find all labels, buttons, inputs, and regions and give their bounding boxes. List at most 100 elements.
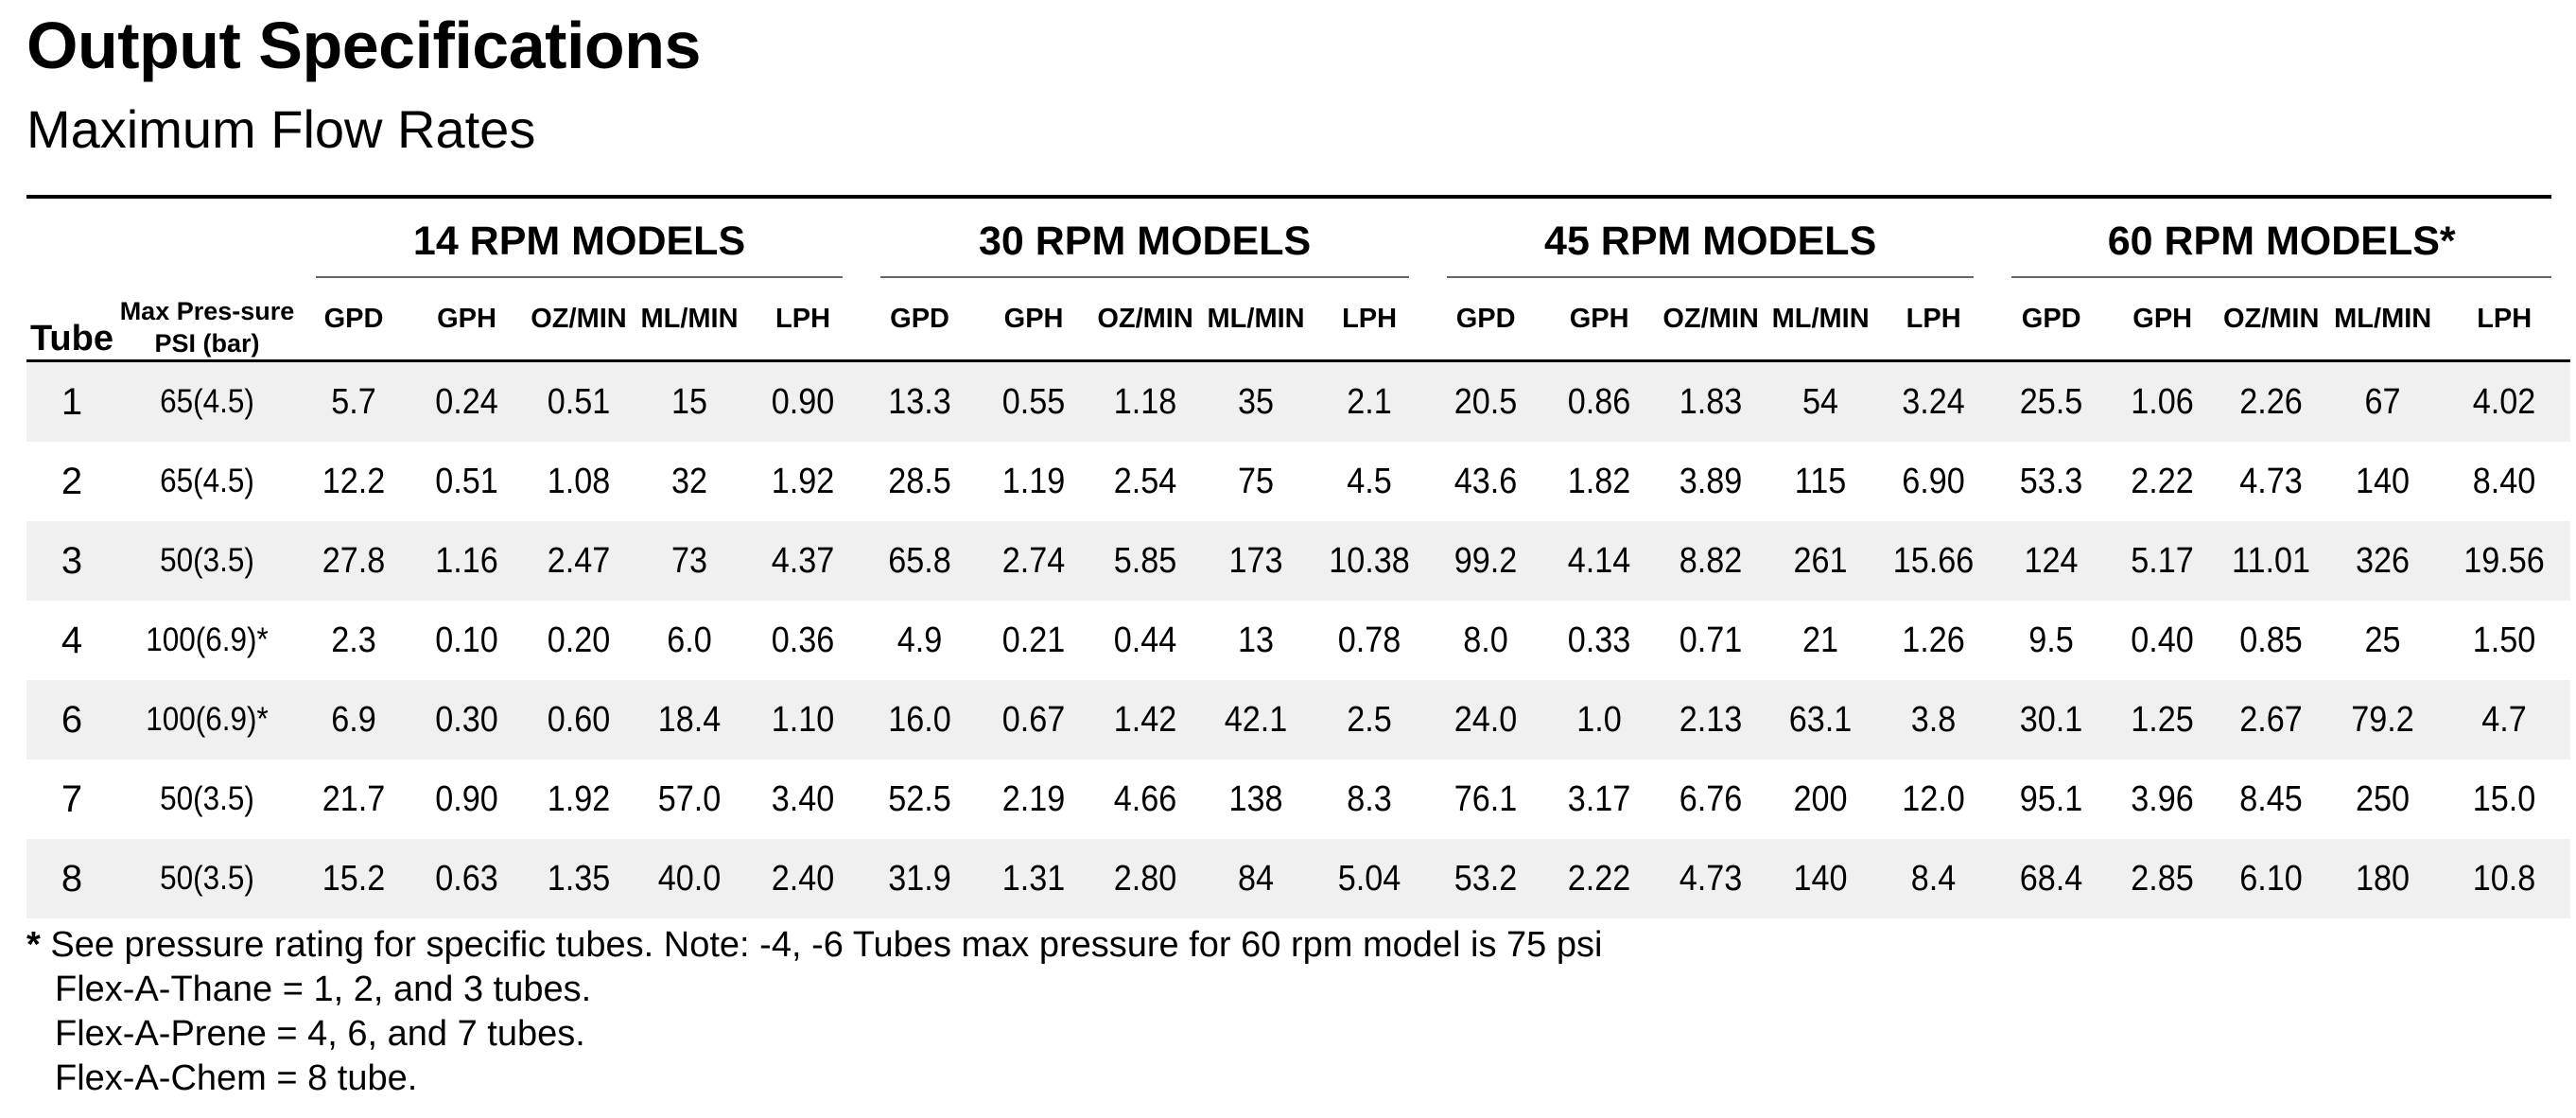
value-cell: 1.10 [750,680,856,760]
value-cell: 24.0 [1434,680,1539,760]
value-cell: 32 [670,461,708,501]
unit-header-lph: LPH [1874,278,1993,362]
value-cell: 42.1 [1206,680,1306,760]
table-row: 4 100(6.9)* 2.3 0.10 0.20 6.0 0.36 4.9 0.21 0.44 1… [26,601,2570,680]
value-cell: 1.92 [547,778,611,819]
value-cell: 0.21 [1001,620,1066,660]
value-cell: 1.31 [983,839,1085,918]
unit-header-gpd: GPD [297,278,410,362]
unit-header-ml-min: ML/MIN [2327,278,2439,362]
unit-header-ml-min: ML/MIN [1201,278,1312,362]
value-cell: 1.08 [547,461,611,501]
value-cell: 4.73 [1661,839,1762,918]
value-cell: 6.90 [1902,461,1965,501]
pressure-cell: 50(3.5) [126,839,288,918]
value-cell: 79.2 [2333,680,2433,760]
table-row: 1 65(4.5) 5.7 0.24 0.51 15 0.90 13.3 0.55 1.18 35 2… [26,360,2571,442]
footnote-text: See pressure rating for specific tubes. … [50,925,1603,965]
value-cell: 2.40 [750,839,856,918]
pressure-cell: 65(4.5) [126,360,288,442]
value-cell: 0.85 [2239,620,2303,660]
unit-header-gph: GPH [2110,278,2216,362]
unit-header-oz-min: OZ/MIN [1089,278,1202,362]
table-row: 7 50(3.5) 21.7 0.90 1.92 57.0 3.40 52.5 2.19 4.66… [26,760,2570,839]
value-cell: 250 [2356,778,2411,819]
value-cell: 1.18 [1094,360,1196,442]
value-cell: 2.5 [1316,680,1422,760]
value-cell: 1.42 [1094,680,1196,760]
value-cell: 57.0 [657,778,722,819]
value-cell: 0.24 [415,360,518,442]
unit-header-gpd: GPD [1993,278,2111,362]
value-cell: 9.5 [2028,620,2074,660]
value-cell: 73 [639,521,740,601]
unit-header-oz-min: OZ/MIN [523,278,635,362]
value-cell: 52.5 [888,778,951,819]
value-cell: 138 [1228,778,1283,819]
group-header-row: Tube Max Pres-sure PSI (bar) 14 RPM MODE… [26,199,2570,362]
value-cell: 15.0 [2472,778,2536,819]
value-cell: 140 [2356,461,2411,501]
pressure-cell: 65(4.5) [160,463,254,499]
flow-rate-table-container: Tube Max Pres-sure PSI (bar) 14 RPM MODE… [26,199,2571,918]
tube-cell: 7 [61,777,83,820]
footnotes: * See pressure rating for specific tubes… [26,923,1602,1101]
value-cell: 3.40 [771,778,835,819]
value-cell: 53.2 [1434,839,1539,918]
value-cell: 68.4 [1998,839,2104,918]
value-cell: 0.44 [1113,620,1177,660]
footnote-line-prene: Flex-A-Prene = 4, 6, and 7 tubes. [55,1014,585,1054]
value-cell: 1.35 [528,839,630,918]
group-label-14rpm: 14 RPM MODELS [316,218,844,278]
value-cell: 84 [1206,839,1306,918]
value-cell: 2.22 [1549,839,1650,918]
value-cell: 6.0 [667,620,712,660]
value-cell: 1.0 [1549,680,1650,760]
table-row: 8 50(3.5) 15.2 0.63 1.35 40.0 2.40 31.9 1.31 2.80… [26,839,2571,918]
unit-header-ml-min: ML/MIN [635,278,744,362]
value-cell: 2.22 [2131,461,2194,501]
value-cell: 1.83 [1661,360,1762,442]
value-cell: 0.36 [771,620,835,660]
value-cell: 8.3 [1347,778,1392,819]
tube-cell: 3 [26,521,117,601]
value-cell: 35 [1206,360,1306,442]
tube-cell: 6 [26,680,117,760]
value-cell: 3.89 [1679,461,1743,501]
value-cell: 2.19 [1001,778,1066,819]
value-cell: 43.6 [1453,461,1518,501]
value-cell: 6.10 [2220,839,2323,918]
group-label-60rpm: 60 RPM MODELS* [2011,218,2552,278]
value-cell: 21 [1802,620,1839,660]
value-cell: 2.1 [1316,360,1422,442]
value-cell: 0.20 [547,620,611,660]
value-cell: 2.3 [331,620,376,660]
footnote-line-thane: Flex-A-Thane = 1, 2, and 3 tubes. [55,970,592,1009]
value-cell: 10.8 [2445,839,2565,918]
value-cell: 5.7 [303,360,405,442]
value-cell: 4.7 [2445,680,2565,760]
value-cell: 0.55 [983,360,1085,442]
value-cell: 0.33 [1567,620,1631,660]
value-cell: 5.85 [1094,521,1196,601]
value-cell: 3.24 [1880,360,1987,442]
table-body: 1 65(4.5) 5.7 0.24 0.51 15 0.90 13.3 0.55 1.18 35 2… [26,360,2571,918]
value-cell: 54 [1771,360,1870,442]
value-cell: 1.06 [2115,360,2210,442]
value-cell: 0.90 [435,778,498,819]
value-cell: 95.1 [2019,778,2083,819]
value-cell: 1.82 [1567,461,1631,501]
value-cell: 8.45 [2239,778,2303,819]
value-cell: 4.73 [2239,461,2303,501]
unit-header-gpd: GPD [862,278,979,362]
pressure-cell: 100(6.9)* [146,621,269,658]
unit-header-gpd: GPD [1428,278,1544,362]
value-cell: 124 [1998,521,2104,601]
value-cell: 31.9 [867,839,972,918]
value-cell: 0.60 [528,680,630,760]
value-cell: 1.25 [2115,680,2210,760]
unit-header-gph: GPH [410,278,523,362]
value-cell: 76.1 [1453,778,1518,819]
value-cell: 99.2 [1434,521,1539,601]
value-cell: 8.40 [2472,461,2536,501]
